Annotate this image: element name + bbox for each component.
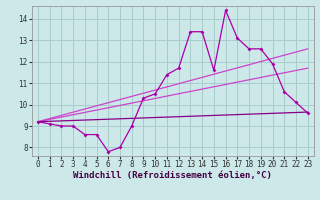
X-axis label: Windchill (Refroidissement éolien,°C): Windchill (Refroidissement éolien,°C) (73, 171, 272, 180)
